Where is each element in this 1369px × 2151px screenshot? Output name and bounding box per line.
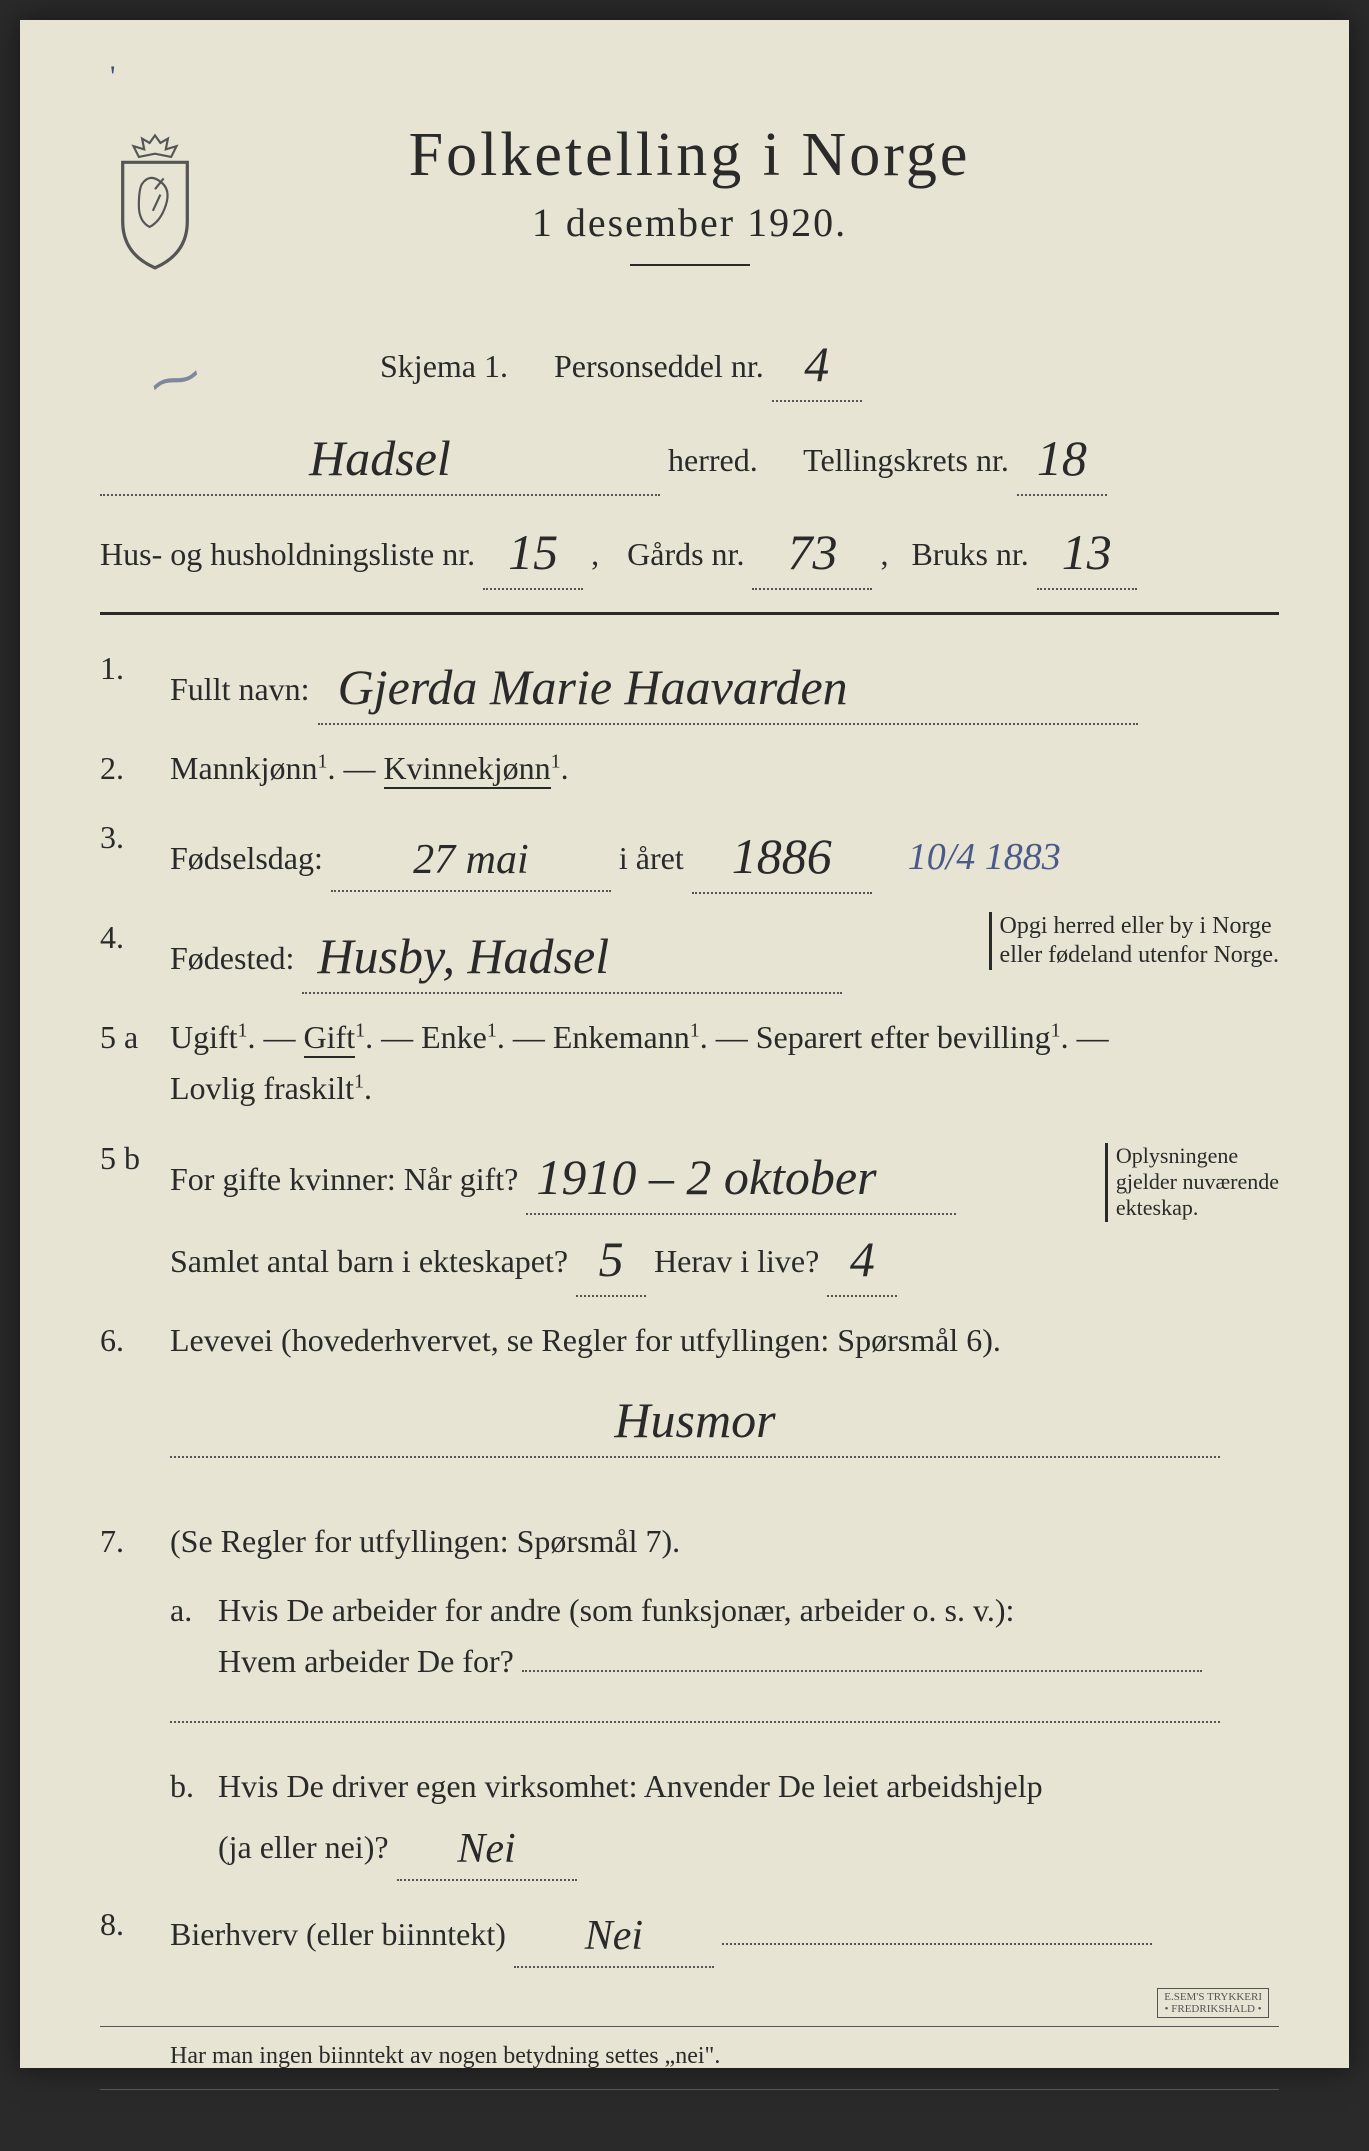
tellingskrets-nr: 18 xyxy=(1037,418,1087,498)
q5b-barn-label: Samlet antal barn i ekteskapet? xyxy=(170,1243,568,1279)
hushold-line: Hus- og husholdningsliste nr. 15 , Gårds… xyxy=(100,508,1279,590)
herred-label: herred. xyxy=(668,442,758,478)
q5a-enke: Enke xyxy=(421,1019,487,1055)
hushold-label: Hus- og husholdningsliste nr. xyxy=(100,536,475,572)
skjema-label: Skjema 1. xyxy=(380,348,508,384)
q8-value: Nei xyxy=(585,1903,643,1970)
q3-label: Fødselsdag: xyxy=(170,840,323,876)
header: Folketelling i Norge 1 desember 1920. xyxy=(100,120,1279,270)
q2-mann: Mannkjønn xyxy=(170,750,318,786)
q4-note1: Opgi herred eller by i Norge xyxy=(1000,913,1272,939)
q7a-letter: a. xyxy=(170,1585,210,1636)
personseddel-label: Personseddel nr. xyxy=(554,348,764,384)
q3-note: 10/4 1883 xyxy=(908,836,1061,878)
q7b-letter: b. xyxy=(170,1761,210,1812)
bruks-label: Bruks nr. xyxy=(911,536,1028,572)
q5b-label: For gifte kvinner: Når gift? xyxy=(170,1161,518,1197)
q5a-fraskilt: Lovlig fraskilt xyxy=(170,1070,354,1106)
personseddel-nr: 4 xyxy=(804,324,829,404)
q8: 8. Bierhverv (eller biinntekt) Nei xyxy=(100,1899,1279,1968)
footnote-marker: 1 xyxy=(100,2115,110,2137)
q5b-bracket-note: Oplysningene gjelder nuværende ekteskap. xyxy=(1105,1143,1279,1222)
q7b-text1: Hvis De driver egen virksomhet: Anvender… xyxy=(218,1768,1043,1804)
q-number: 3. xyxy=(100,812,170,894)
q-number: 7. xyxy=(100,1516,170,1881)
printer-mark: E.SEM'S TRYKKERI • FREDRIKSHALD • xyxy=(1157,1988,1269,2018)
title-rule xyxy=(630,264,750,266)
q5b-live: 4 xyxy=(850,1219,875,1299)
bottom-note: Har man ingen biinntekt av nogen betydni… xyxy=(100,2037,1279,2075)
divider-thick xyxy=(100,612,1279,615)
herred-value: Hadsel xyxy=(309,418,451,498)
q6-value: Husmor xyxy=(614,1380,775,1460)
q7b-value: Nei xyxy=(457,1816,515,1883)
q-number: 8. xyxy=(100,1899,170,1968)
q5b-barn: 5 xyxy=(599,1219,624,1299)
q-number: 5 b xyxy=(100,1133,170,1297)
divider-thin xyxy=(100,2026,1279,2027)
q7b-text2: (ja eller nei)? xyxy=(218,1829,389,1865)
subtitle: 1 desember 1920. xyxy=(240,199,1139,246)
q2: 2. Mannkjønn1. — Kvinnekjønn1. xyxy=(100,743,1279,794)
tellingskrets-label: Tellingskrets nr. xyxy=(803,442,1009,478)
hushold-nr: 15 xyxy=(508,512,558,592)
q8-label: Bierhverv (eller biinntekt) xyxy=(170,1916,506,1952)
printer2: • FREDRIKSHALD • xyxy=(1165,2003,1262,2015)
q6: 6. Levevei (hovederhvervet, se Regler fo… xyxy=(100,1315,1279,1458)
q1: 1. Fullt navn: Gjerda Marie Haavarden xyxy=(100,643,1279,725)
q-number: 5 a xyxy=(100,1012,170,1114)
q1-value: Gjerda Marie Haavarden xyxy=(338,647,848,727)
q7a-text2: Hvem arbeider De for? xyxy=(218,1643,514,1679)
q5b-value: 1910 – 2 oktober xyxy=(536,1137,876,1217)
q5b-live-label: Herav i live? xyxy=(654,1243,819,1279)
main-title: Folketelling i Norge xyxy=(240,120,1139,191)
gards-nr: 73 xyxy=(787,512,837,592)
coat-of-arms-icon xyxy=(100,130,210,270)
q4: 4. Fødested: Husby, Hadsel Opgi herred e… xyxy=(100,912,1279,994)
q5a-gift: Gift xyxy=(304,1019,356,1058)
title-block: Folketelling i Norge 1 desember 1920. xyxy=(240,120,1279,266)
q3-year: 1886 xyxy=(732,816,832,896)
q-number: 1. xyxy=(100,643,170,725)
q5b-note2: gjelder nuværende xyxy=(1116,1169,1279,1194)
q7: 7. (Se Regler for utfyllingen: Spørsmål … xyxy=(100,1516,1279,1881)
q4-note2: eller fødeland utenfor Norge. xyxy=(1000,942,1279,968)
divider-thin xyxy=(100,2089,1279,2090)
q5a-enkemann: Enkemann xyxy=(553,1019,690,1055)
q3-year-label: i året xyxy=(619,840,684,876)
q5a-separert: Separert efter bevilling xyxy=(756,1019,1051,1055)
q6-label: Levevei (hovederhvervet, se Regler for u… xyxy=(170,1322,1001,1358)
q7-label: (Se Regler for utfyllingen: Spørsmål 7). xyxy=(170,1523,680,1559)
q-number: 4. xyxy=(100,912,170,994)
q4-label: Fødested: xyxy=(170,940,294,976)
q2-kvinne: Kvinnekjønn xyxy=(384,750,551,789)
stray-mark: ' xyxy=(110,60,115,94)
q5a: 5 a Ugift1. — Gift1. — Enke1. — Enkemann… xyxy=(100,1012,1279,1114)
q3: 3. Fødselsdag: 27 mai i året 1886 10/4 1… xyxy=(100,812,1279,894)
q5a-ugift: Ugift xyxy=(170,1019,238,1055)
q3-day: 27 mai xyxy=(413,827,529,894)
q-number: 6. xyxy=(100,1315,170,1458)
q5b-note1: Oplysningene xyxy=(1116,1143,1238,1168)
gards-label: Gårds nr. xyxy=(627,536,744,572)
skjema-line: Skjema 1. Personseddel nr. 4 xyxy=(100,320,1279,402)
q4-value: Husby, Hadsel xyxy=(317,916,609,996)
printer1: E.SEM'S TRYKKERI xyxy=(1164,1991,1262,2003)
q1-label: Fullt navn: xyxy=(170,671,310,707)
census-form-page: ' Folketelling i Norge 1 desember 1920. … xyxy=(20,20,1349,2068)
q-number: 2. xyxy=(100,743,170,794)
form-body: Skjema 1. Personseddel nr. 4 Hadsel herr… xyxy=(100,320,1279,2151)
q5b-note3: ekteskap. xyxy=(1116,1195,1198,1220)
bruks-nr: 13 xyxy=(1062,512,1112,592)
footnote-text: Her kan svares ved tydelig understreknin… xyxy=(116,2121,709,2146)
q4-bracket-note: Opgi herred eller by i Norge eller fødel… xyxy=(989,912,1279,970)
herred-line: Hadsel herred. Tellingskrets nr. 18 xyxy=(100,414,1279,496)
q7a-text1: Hvis De arbeider for andre (som funksjon… xyxy=(218,1592,1014,1628)
q5b: 5 b For gifte kvinner: Når gift? 1910 – … xyxy=(100,1133,1279,1297)
footnote: 1 Her kan svares ved tydelig understrekn… xyxy=(100,2110,1279,2151)
